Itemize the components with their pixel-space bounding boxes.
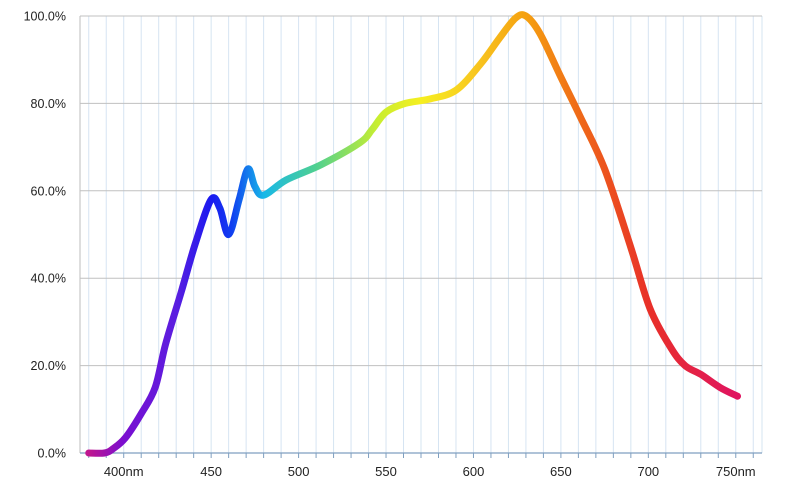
- y-axis-labels: 0.0% 20.0% 40.0% 60.0% 80.0% 100.0%: [24, 10, 66, 461]
- x-tick-label: 400nm: [104, 464, 144, 479]
- x-tick-label: 700: [637, 464, 659, 479]
- x-tick-label: 650: [550, 464, 572, 479]
- x-tick-label: 750nm: [716, 464, 756, 479]
- x-tick-label: 500: [288, 464, 310, 479]
- y-tick-label: 100.0%: [24, 10, 66, 24]
- x-axis: [80, 452, 762, 458]
- x-tick-label: 600: [463, 464, 485, 479]
- vertical-gridlines: [88, 16, 763, 453]
- spectrum-line: [85, 11, 742, 457]
- y-tick-label: 20.0%: [31, 359, 66, 373]
- x-tick-label: 450: [200, 464, 222, 479]
- y-tick-label: 60.0%: [31, 184, 66, 198]
- x-axis-labels: 400nm 450 500 550 600 650 700 750nm: [104, 464, 756, 479]
- y-tick-label: 40.0%: [31, 272, 66, 286]
- x-tick-label: 550: [375, 464, 397, 479]
- y-tick-label: 0.0%: [38, 447, 67, 461]
- y-tick-label: 80.0%: [31, 97, 66, 111]
